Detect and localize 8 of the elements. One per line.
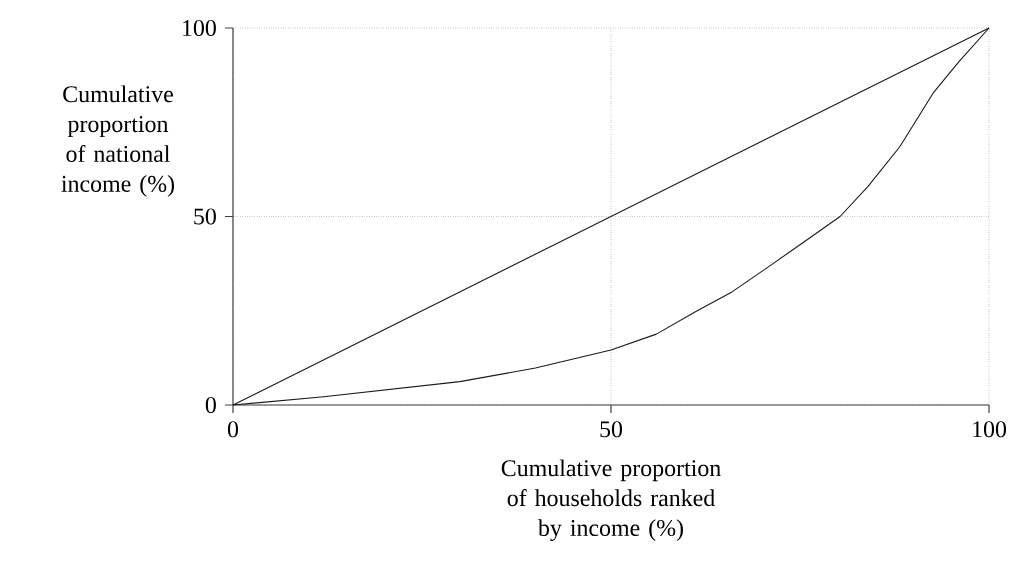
y-tick-label: 100 — [183, 19, 216, 37]
y-tick-label: 0 — [205, 396, 216, 414]
y-tick-label: 50 — [194, 208, 216, 225]
x-axis-title: Cumulative proportion of households ranked by income (%) — [501, 459, 721, 541]
x-tick-label: 0 — [227, 421, 239, 438]
x-tick-label: 50 — [600, 421, 623, 438]
x-tick-label: 100 — [973, 421, 1007, 438]
y-axis-title: Cumulative proportion of national income (%) — [61, 85, 175, 197]
